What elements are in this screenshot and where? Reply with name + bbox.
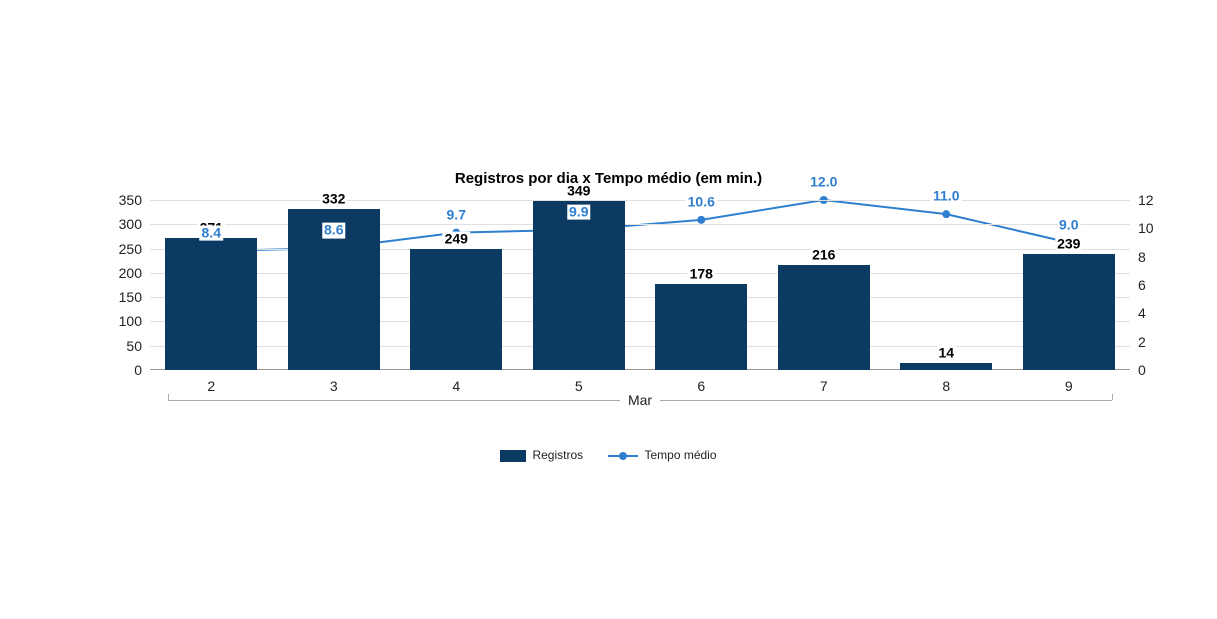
y-left-tick: 0 <box>134 362 142 378</box>
plot-area: 0501001502002503003500246810122712332324… <box>150 200 1130 370</box>
chart-container: Registros por dia x Tempo médio (em min.… <box>0 0 1217 619</box>
y-right-tick: 10 <box>1138 220 1154 236</box>
line-value-label: 9.0 <box>1057 217 1080 232</box>
bar <box>778 265 870 370</box>
legend-swatch-line <box>608 450 638 462</box>
line-value-label: 11.0 <box>931 189 961 204</box>
y-left-tick: 250 <box>119 241 142 257</box>
x-tick: 5 <box>575 378 583 394</box>
y-right-tick: 4 <box>1138 305 1146 321</box>
bar <box>533 201 625 371</box>
y-left-tick: 200 <box>119 265 142 281</box>
y-right-tick: 0 <box>1138 362 1146 378</box>
y-left-tick: 150 <box>119 289 142 305</box>
line-marker <box>942 210 950 218</box>
y-left-tick: 300 <box>119 216 142 232</box>
line-value-label: 8.4 <box>200 226 223 241</box>
x-group-brace <box>168 400 620 401</box>
y-right-tick: 12 <box>1138 192 1154 208</box>
bar <box>900 363 992 370</box>
bar-value-label: 249 <box>443 232 470 247</box>
bar-value-label: 14 <box>936 346 956 361</box>
bar-value-label: 239 <box>1055 237 1082 252</box>
bar-value-label: 216 <box>810 248 837 263</box>
line-value-label: 10.6 <box>686 194 717 209</box>
x-group-brace <box>660 400 1112 401</box>
y-right-tick: 6 <box>1138 277 1146 293</box>
x-tick: 9 <box>1065 378 1073 394</box>
x-tick: 6 <box>697 378 705 394</box>
y-left-tick: 50 <box>126 338 142 354</box>
x-group-label: Mar <box>628 392 652 408</box>
y-right-tick: 2 <box>1138 334 1146 350</box>
legend-label-bar: Registros <box>532 448 583 462</box>
y-left-tick: 100 <box>119 313 142 329</box>
bar-value-label: 349 <box>565 183 592 198</box>
x-tick: 8 <box>942 378 950 394</box>
x-group-brace <box>1112 394 1113 400</box>
x-group-brace <box>168 394 169 400</box>
bar-value-label: 332 <box>320 191 347 206</box>
y-left-tick: 350 <box>119 192 142 208</box>
bar-value-label: 178 <box>688 266 715 281</box>
gridline <box>150 200 1130 201</box>
legend-swatch-bar <box>500 450 526 462</box>
line-value-label: 8.6 <box>322 223 345 238</box>
line-value-label: 9.7 <box>445 207 468 222</box>
bar <box>165 238 257 370</box>
legend: Registros Tempo médio <box>0 448 1217 462</box>
chart-title: Registros por dia x Tempo médio (em min.… <box>0 170 1217 187</box>
line-value-label: 12.0 <box>808 175 839 190</box>
x-tick: 7 <box>820 378 828 394</box>
y-right-tick: 8 <box>1138 249 1146 265</box>
x-tick: 4 <box>452 378 460 394</box>
x-tick: 2 <box>207 378 215 394</box>
line-value-label: 9.9 <box>567 204 590 219</box>
legend-label-line: Tempo médio <box>644 448 716 462</box>
line-marker <box>697 216 705 224</box>
bar <box>1023 254 1115 370</box>
x-tick: 3 <box>330 378 338 394</box>
bar <box>410 249 502 370</box>
bar <box>655 284 747 370</box>
